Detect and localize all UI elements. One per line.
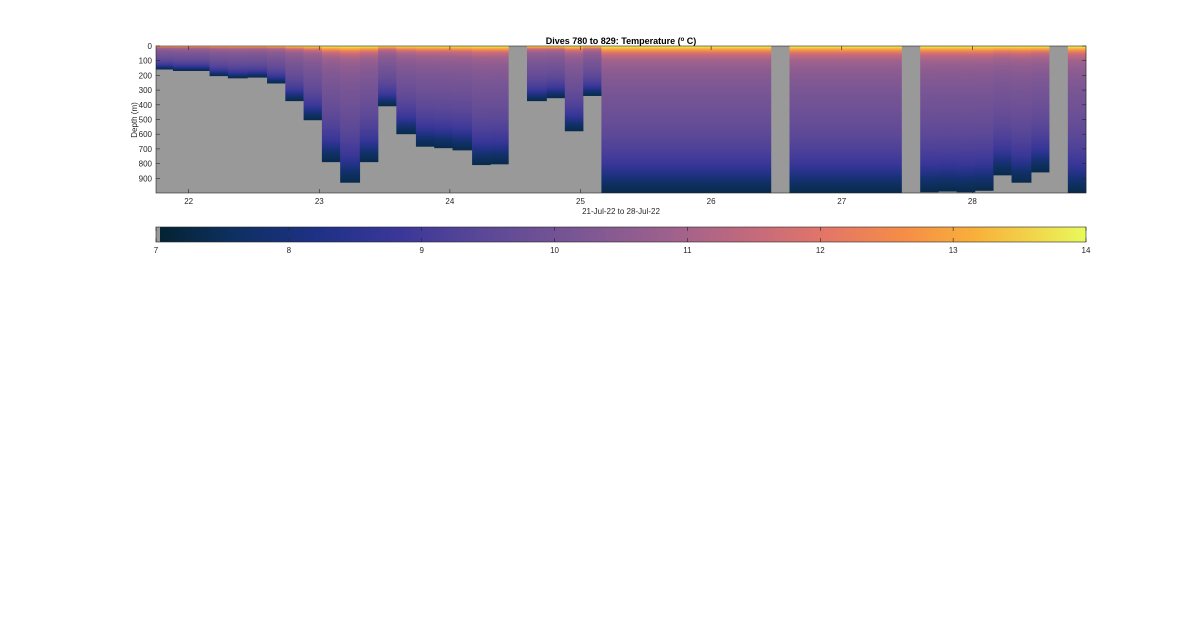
dive-column [1011, 46, 1032, 183]
y-tick-label: 300 [139, 86, 153, 95]
dive-column [434, 46, 453, 149]
x-axis-label: 21-Jul-22 to 28-Jul-22 [582, 207, 660, 216]
colorbar-ticks: 7 8 9 10 11 12 13 14 [154, 227, 1091, 255]
dive-column [956, 46, 976, 193]
dive-column [1031, 46, 1050, 173]
dive-columns [156, 46, 1087, 193]
colorbar-gradient [160, 227, 1086, 242]
dive-column [452, 46, 473, 151]
y-tick-label: 500 [139, 116, 153, 125]
colorbar-tick-label: 14 [1082, 246, 1091, 255]
dive-column [285, 46, 304, 102]
dive-column [340, 46, 361, 183]
x-axis: 22 23 24 25 26 27 28 [184, 46, 977, 206]
dive-column [472, 46, 491, 166]
gap-column [1049, 46, 1068, 193]
x-tick-label: 28 [968, 197, 977, 206]
dive-column [490, 46, 509, 165]
y-tick-label: 400 [139, 101, 153, 110]
gap-column [508, 46, 527, 193]
y-tick-label: 100 [139, 57, 153, 66]
dive-column [321, 46, 341, 163]
chart-title: Dives 780 to 829: Temperature (o C) [546, 36, 697, 46]
x-tick-label: 25 [576, 197, 585, 206]
x-tick-label: 22 [184, 197, 193, 206]
x-tick-label: 24 [445, 197, 454, 206]
dive-column [974, 46, 994, 191]
colorbar-frame [155, 226, 1087, 243]
dive-column [378, 46, 397, 107]
dive-column [247, 46, 268, 78]
colorbar-tick-label: 8 [287, 246, 292, 255]
dive-column [1067, 46, 1087, 193]
dive-column [583, 46, 602, 96]
y-tick-label: 0 [148, 42, 153, 51]
x-tick-label: 23 [315, 197, 324, 206]
colorbar-nodata-swatch [156, 227, 160, 242]
y-axis-label: Depth (m) [130, 102, 139, 138]
dive-column [156, 46, 174, 70]
gap-column [901, 46, 921, 193]
dive-column [396, 46, 417, 135]
colorbar-tick-label: 13 [949, 246, 958, 255]
dive-column [209, 46, 229, 77]
dive-column [359, 46, 379, 163]
colorbar-tick-label: 11 [683, 246, 692, 255]
dive-column [546, 46, 566, 99]
dive-column [938, 46, 957, 192]
colorbar-tick-label: 12 [816, 246, 825, 255]
y-tick-label: 600 [139, 130, 153, 139]
colorbar-tick-label: 9 [419, 246, 424, 255]
y-tick-label: 700 [139, 145, 153, 154]
colorbar: 7 8 9 10 11 12 13 14 [154, 226, 1091, 255]
colorbar-tick-label: 10 [550, 246, 559, 255]
data-gap-columns [508, 46, 1068, 193]
dive-column [227, 46, 248, 79]
dive-column [564, 46, 584, 132]
colorbar-tick-label: 7 [154, 246, 159, 255]
dive-column [789, 46, 903, 193]
dive-column [415, 46, 435, 147]
dive-column [526, 46, 547, 102]
dive-column [303, 46, 323, 121]
dive-column [172, 46, 210, 71]
dive-column [267, 46, 286, 84]
dive-column [601, 46, 772, 193]
heatmap-plot [155, 45, 1087, 194]
y-axis: 0 100 200 300 400 500 600 700 800 900 [139, 42, 1086, 183]
y-tick-label: 800 [139, 160, 153, 169]
x-tick-label: 27 [837, 197, 846, 206]
y-tick-label: 900 [139, 174, 153, 183]
dive-column [920, 46, 939, 193]
x-tick-label: 26 [707, 197, 716, 206]
dive-column [993, 46, 1012, 176]
y-tick-label: 200 [139, 71, 153, 80]
gap-column [771, 46, 790, 193]
